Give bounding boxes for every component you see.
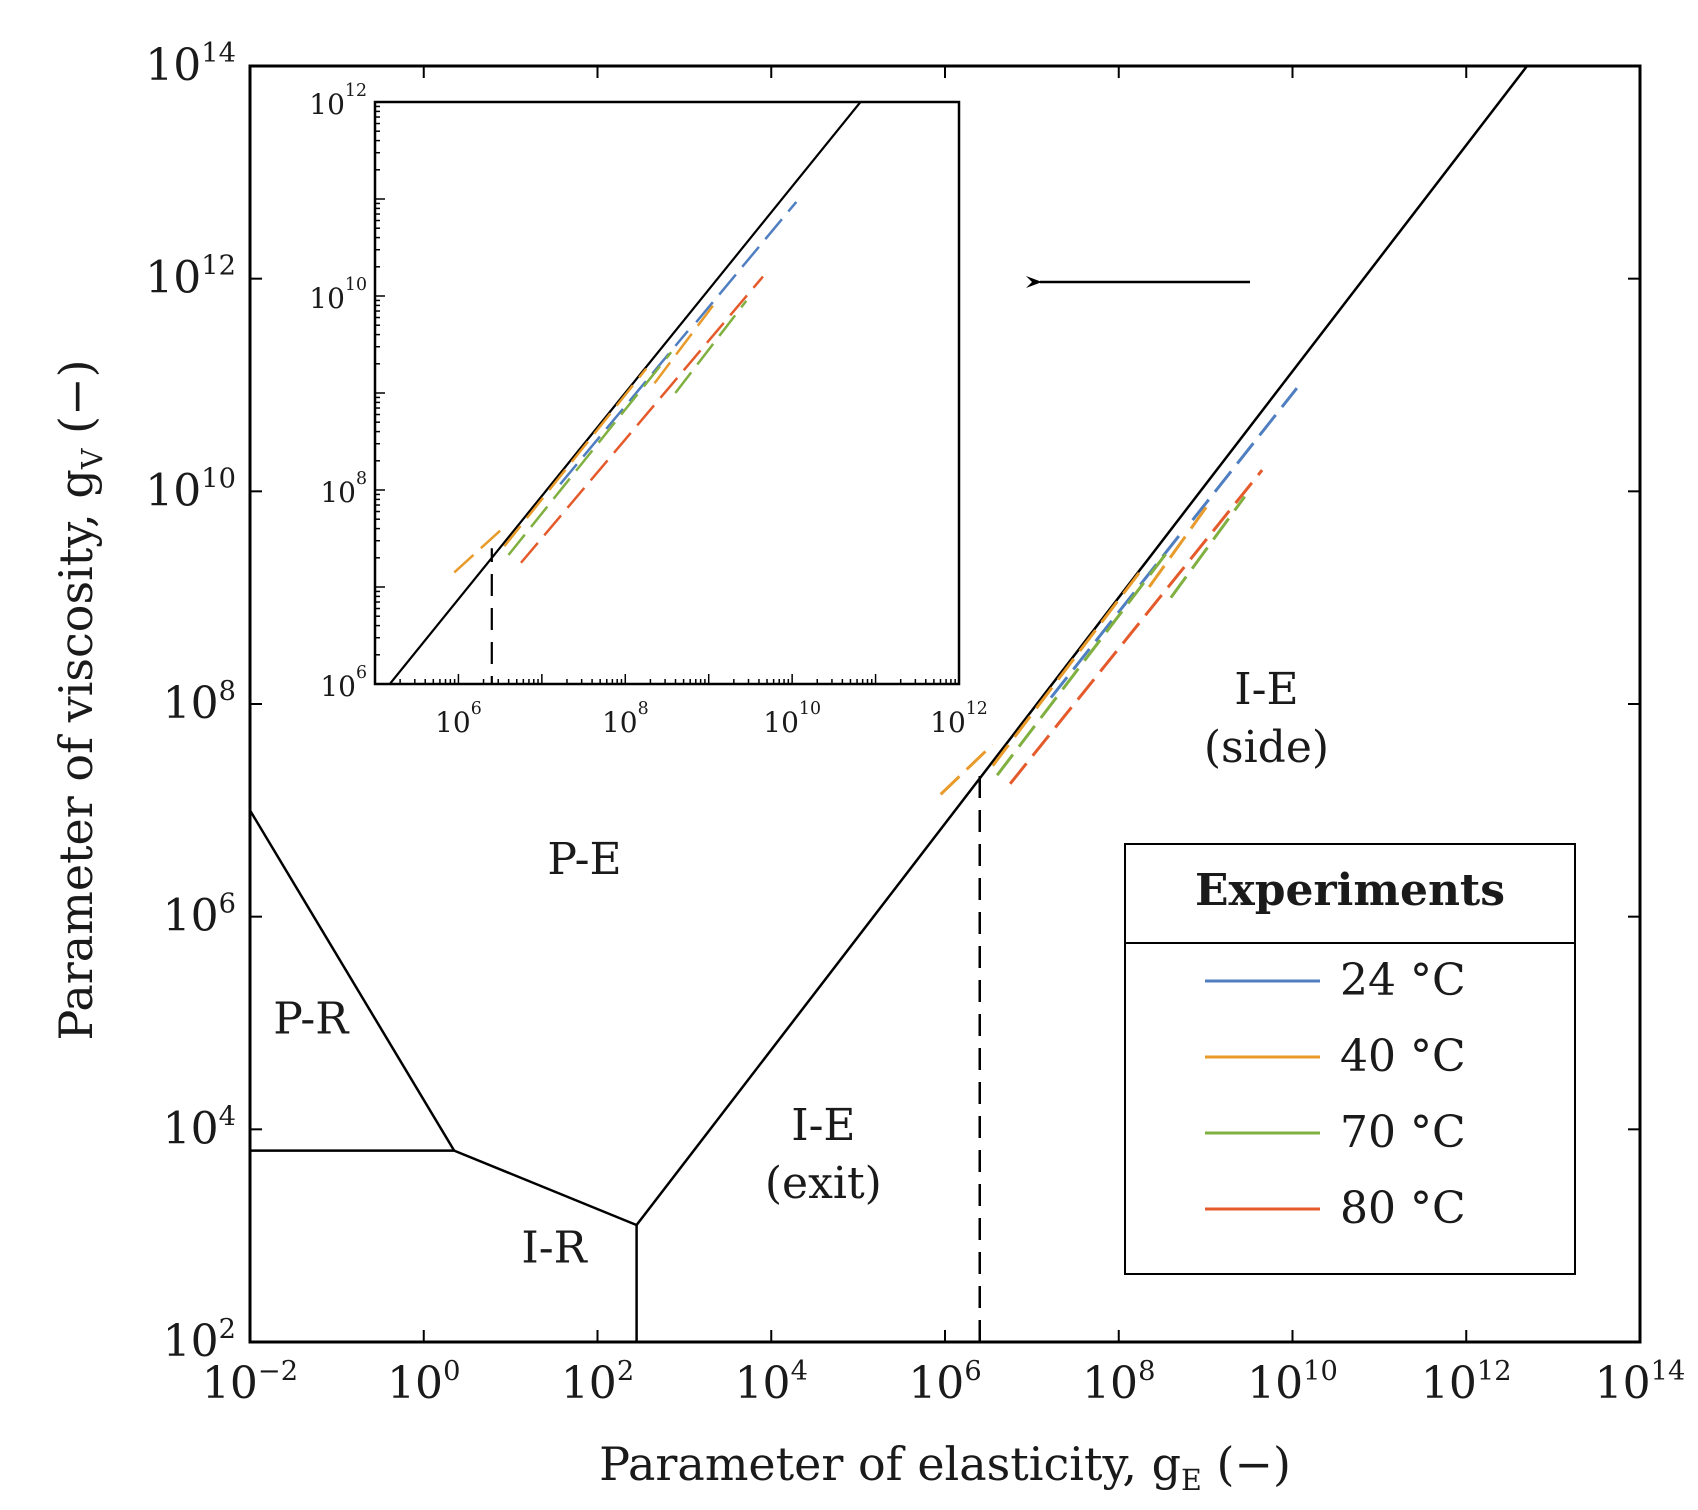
inset-y-tick-label: 1010 bbox=[309, 275, 367, 315]
y-axis-title: Parameter of viscosity, gV (−) bbox=[49, 359, 109, 1040]
region-labels: P-E P-R I-R I-E (exit) I-E (side) bbox=[273, 664, 1329, 1273]
y-tick-label: 102 bbox=[163, 1314, 236, 1367]
region-label: P-E bbox=[547, 834, 621, 885]
legend-label-24c: 24 °C bbox=[1340, 955, 1466, 1006]
inset-experiment-series bbox=[453, 201, 798, 574]
y-tick-label: 106 bbox=[163, 889, 236, 942]
series-70c-segment bbox=[507, 351, 673, 556]
x-tick-label: 104 bbox=[735, 1356, 808, 1409]
legend-label-40c: 40 °C bbox=[1340, 1031, 1466, 1082]
y-tick-labels: 102 104 106 108 1010 1012 1014 bbox=[145, 38, 236, 1367]
inset-y-tick-label: 1012 bbox=[309, 81, 367, 121]
x-tick-label: 100 bbox=[387, 1356, 460, 1409]
main-axis-ticks bbox=[249, 65, 1641, 1343]
regime-boundaries bbox=[250, 66, 1529, 1342]
region-sublabel: (exit) bbox=[765, 1158, 882, 1209]
y-tick-label: 1012 bbox=[145, 251, 236, 304]
inset-x-tick-labels: 106 108 1010 1012 bbox=[435, 699, 988, 739]
regime-boundary bbox=[453, 1149, 638, 1227]
legend-label-70c: 70 °C bbox=[1340, 1107, 1466, 1158]
regime-boundary bbox=[250, 809, 456, 1152]
inset-x-tick-label: 1010 bbox=[763, 699, 821, 739]
x-tick-label: 106 bbox=[908, 1356, 981, 1409]
series-40c-segment bbox=[653, 304, 714, 385]
series-40c-segment bbox=[503, 367, 648, 548]
series-70c-segment bbox=[674, 300, 748, 394]
series-40c-segment bbox=[453, 525, 506, 574]
series-80c-segment bbox=[520, 275, 764, 564]
y-tick-label: 1010 bbox=[145, 463, 236, 516]
series-40c-segment bbox=[991, 570, 1142, 767]
region-label: I-R bbox=[521, 1222, 588, 1273]
legend-title: Experiments bbox=[1195, 865, 1505, 916]
legend-box bbox=[1124, 843, 1576, 1275]
x-axis-title: Parameter of elasticity, gE (−) bbox=[599, 1437, 1291, 1497]
inset-x-tick-label: 108 bbox=[602, 699, 649, 739]
x-tick-label: 10−2 bbox=[202, 1356, 298, 1409]
series-70c-segment bbox=[1169, 495, 1246, 599]
series-24c-segment bbox=[1191, 387, 1299, 521]
series-80c-segment bbox=[1008, 469, 1264, 785]
series-70c-segment bbox=[995, 552, 1168, 777]
inset-x-tick-label: 106 bbox=[435, 699, 482, 739]
regime-boundary bbox=[635, 66, 1529, 1226]
x-tick-label: 102 bbox=[561, 1356, 634, 1409]
series-24c-segment bbox=[695, 201, 798, 323]
y-tick-label: 108 bbox=[163, 676, 236, 729]
legend-label-80c: 80 °C bbox=[1340, 1183, 1466, 1234]
regime-boundary bbox=[388, 102, 862, 684]
region-sublabel: (side) bbox=[1204, 722, 1329, 773]
inset-y-tick-labels: 106 108 1010 1012 bbox=[309, 81, 367, 703]
x-tick-label: 1014 bbox=[1595, 1356, 1686, 1409]
series-40c-segment bbox=[939, 743, 994, 796]
y-tick-label: 104 bbox=[163, 1101, 236, 1154]
region-label: I-E bbox=[791, 1100, 855, 1151]
x-tick-labels: 10−2 100 102 104 106 108 1010 1012 1014 bbox=[202, 1356, 1685, 1409]
region-label: P-R bbox=[273, 994, 350, 1045]
x-tick-label: 108 bbox=[1082, 1356, 1155, 1409]
x-tick-label: 1012 bbox=[1421, 1356, 1512, 1409]
experiment-series bbox=[939, 387, 1299, 796]
x-tick-label: 1010 bbox=[1247, 1356, 1338, 1409]
inset-boundaries bbox=[388, 102, 862, 684]
inset-x-tick-label: 1012 bbox=[930, 699, 988, 739]
inset-frame bbox=[373, 100, 961, 686]
inset-y-tick-label: 108 bbox=[320, 469, 367, 509]
legend: Experiments 24 °C 40 °C 70 °C 80 °C bbox=[1124, 843, 1576, 1275]
inset-plot: 106 108 1010 1012 106 108 1010 1012 bbox=[309, 81, 988, 739]
y-tick-label: 1014 bbox=[145, 38, 236, 91]
region-label: I-E bbox=[1234, 664, 1298, 715]
series-40c-segment bbox=[1147, 501, 1212, 588]
inset-y-tick-label: 106 bbox=[320, 663, 367, 703]
